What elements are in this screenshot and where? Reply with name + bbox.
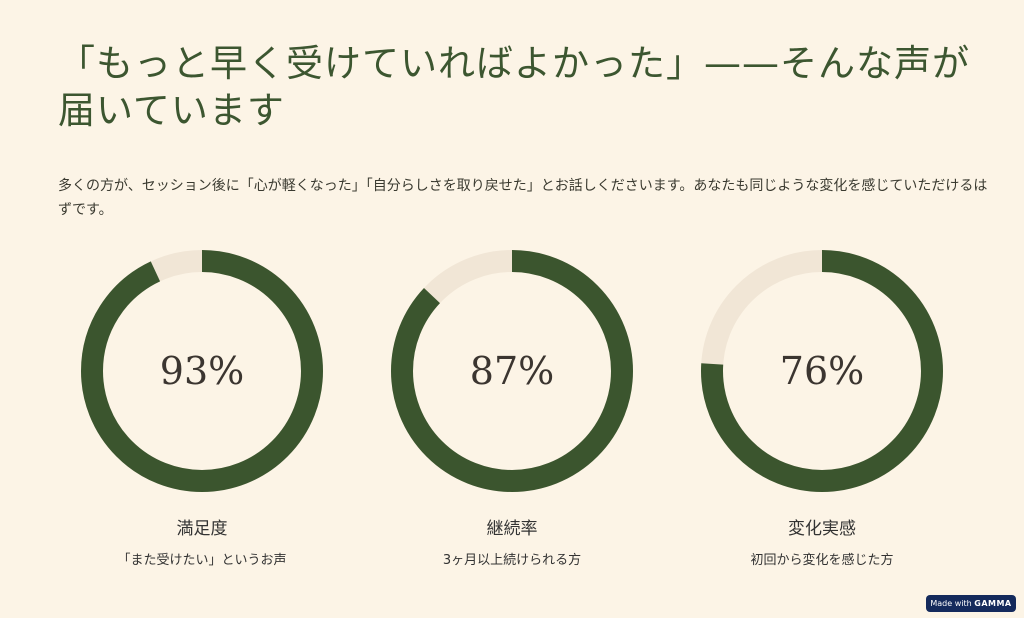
stat-percent: 76% bbox=[779, 349, 865, 393]
donut-chart bbox=[391, 250, 633, 492]
stat-description: 3ヶ月以上続けられる方 bbox=[442, 553, 582, 568]
stat-change: 76% 変化実感 初回から変化を感じた方 bbox=[697, 246, 947, 568]
donut-chart bbox=[701, 250, 943, 492]
stat-label: 継続率 bbox=[486, 519, 538, 539]
stat-label: 満足度 bbox=[176, 519, 228, 539]
made-with-gamma-badge[interactable]: Made with GAMMA bbox=[926, 595, 1016, 612]
stat-percent: 93% bbox=[159, 349, 245, 393]
stat-label: 変化実感 bbox=[788, 519, 856, 539]
badge-prefix: Made with bbox=[930, 599, 972, 608]
donut-chart bbox=[81, 250, 323, 492]
donut-progress bbox=[391, 250, 633, 492]
badge-brand: GAMMA bbox=[974, 599, 1012, 608]
stat-description: 初回から変化を感じた方 bbox=[750, 553, 894, 568]
page-subtitle: 多くの方が、セッション後に「心が軽くなった」「自分らしさを取り戻せた」とお話しく… bbox=[58, 178, 988, 218]
page-title: 「もっと早く受けていればよかった」——そんな声が届いています bbox=[58, 42, 970, 132]
donut-progress bbox=[701, 250, 943, 492]
stat-satisfaction: 93% 満足度 「また受けたい」というお声 bbox=[77, 246, 327, 568]
stat-description: 「また受けたい」というお声 bbox=[117, 553, 287, 568]
stat-percent: 87% bbox=[469, 349, 555, 393]
stat-retention: 87% 継続率 3ヶ月以上続けられる方 bbox=[387, 246, 637, 568]
donut-progress bbox=[81, 250, 323, 492]
